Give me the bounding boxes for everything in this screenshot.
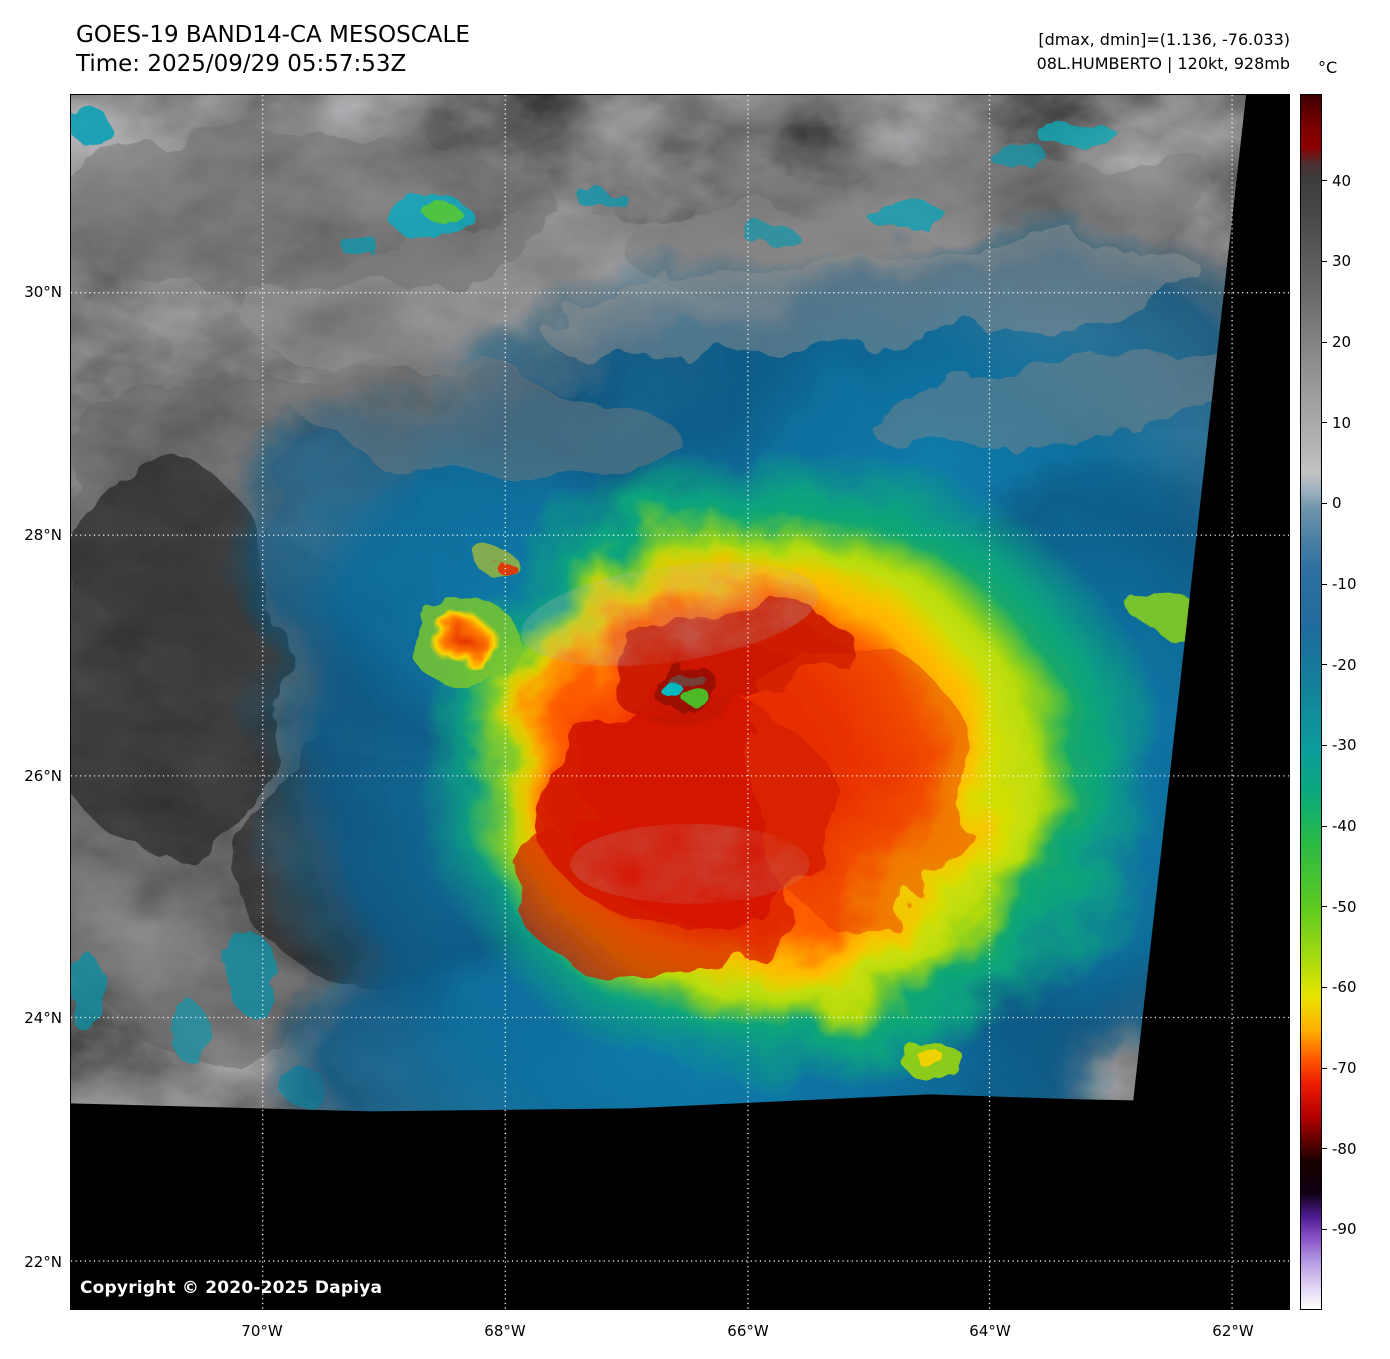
scan-edge-black-region xyxy=(71,95,1289,1309)
colorbar-tick-label: 20 xyxy=(1332,333,1352,352)
storm-status: 08L.HUMBERTO | 120kt, 928mb xyxy=(1036,54,1290,73)
colorbar-gradient xyxy=(1300,94,1322,1310)
colorbar-tick-label: 10 xyxy=(1332,413,1352,432)
lon-tick-label: 70°W xyxy=(241,1322,283,1340)
colorbar-tick-mark xyxy=(1322,664,1327,666)
overriding-cirrus xyxy=(292,240,1289,486)
info-block: [dmax, dmin]=(1.136, -76.033) 08L.HUMBER… xyxy=(1037,28,1290,76)
colorbar-unit-label: °C xyxy=(1318,58,1338,77)
colorbar-tick-mark xyxy=(1322,422,1327,424)
lon-tick-label: 66°W xyxy=(727,1322,769,1340)
southern-cold-spot xyxy=(901,1039,962,1080)
lat-tick-label: 28°N xyxy=(24,526,62,544)
colorbar-tick-mark xyxy=(1322,1067,1327,1069)
colorbar-tick-label: -80 xyxy=(1332,1139,1357,1158)
colorbar-tick-mark xyxy=(1322,341,1327,343)
colorbar-tick-mark xyxy=(1322,906,1327,908)
lon-tick-label: 68°W xyxy=(484,1322,526,1340)
scan-timestamp: Time: 2025/09/29 05:57:53Z xyxy=(76,51,407,77)
colorbar-tick-mark xyxy=(1322,583,1327,585)
lat-tick-label: 24°N xyxy=(24,1009,62,1027)
colorbar-tick-mark xyxy=(1322,744,1327,746)
colorbar-tick-label: 40 xyxy=(1332,171,1352,190)
colorbar-tick-mark xyxy=(1322,825,1327,827)
dmax-dmin-readout: [dmax, dmin]=(1.136, -76.033) xyxy=(1038,30,1290,49)
colorbar-tick-label: -60 xyxy=(1332,978,1357,997)
colorbar-tick-mark xyxy=(1322,502,1327,504)
colorbar-tick-label: -70 xyxy=(1332,1059,1357,1077)
colorbar-tick-label: -30 xyxy=(1332,736,1357,755)
hurricane-eye xyxy=(650,662,718,710)
colorbar-tick-mark xyxy=(1322,1148,1327,1150)
colorbar-tick-label: -10 xyxy=(1332,575,1357,594)
graticule xyxy=(71,95,1289,1309)
copyright-notice: Copyright © 2020-2025 Dapiya xyxy=(80,1278,383,1298)
lon-tick-label: 62°W xyxy=(1212,1322,1254,1340)
lat-tick-label: 30°N xyxy=(24,283,62,301)
colorbar-tick-mark xyxy=(1322,180,1327,182)
colorbar-tick-label: 0 xyxy=(1332,494,1342,513)
product-title: GOES-19 BAND14-CA MESOSCALE xyxy=(76,22,470,48)
colorbar-tick-label: -50 xyxy=(1332,897,1357,916)
eyewall-gravity-wave-texture xyxy=(521,562,819,666)
lon-tick-label: 64°W xyxy=(969,1322,1011,1340)
title-block: GOES-19 BAND14-CA MESOSCALE Time: 2025/0… xyxy=(76,21,470,79)
colorbar-tick-mark xyxy=(1322,1228,1327,1230)
colorbar-tick-mark xyxy=(1322,986,1327,988)
lat-tick-label: 22°N xyxy=(24,1253,62,1271)
satellite-plot: Copyright © 2020-2025 Dapiya xyxy=(70,94,1290,1310)
colorbar-tick-label: -20 xyxy=(1332,655,1357,674)
satellite-imagery xyxy=(71,95,1289,1309)
colorbar-tick-label: 30 xyxy=(1332,252,1352,271)
western-convective-spot xyxy=(408,551,521,687)
lat-tick-label: 26°N xyxy=(24,767,62,785)
colorbar-tick-label: -90 xyxy=(1332,1220,1357,1239)
colorbar-tick-mark xyxy=(1322,260,1327,262)
colorbar-tick-label: -40 xyxy=(1332,817,1357,836)
